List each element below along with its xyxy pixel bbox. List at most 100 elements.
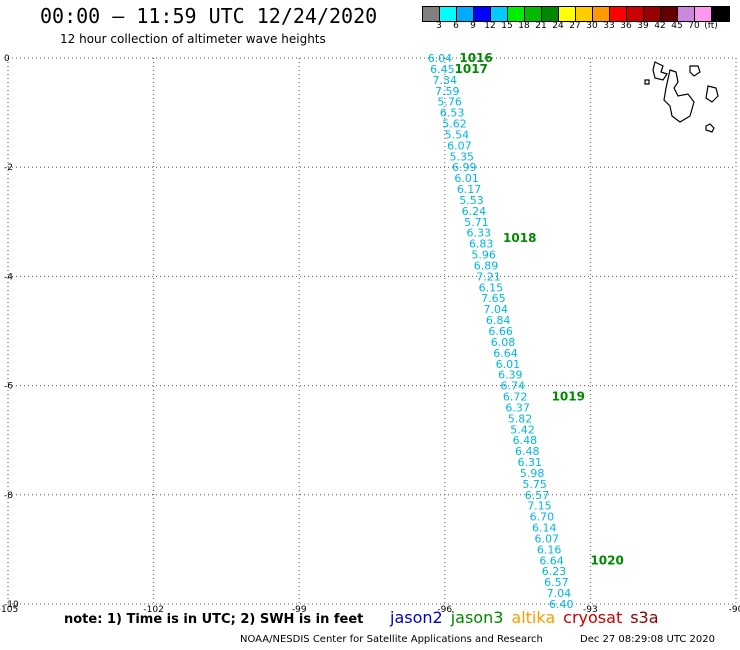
wave-height-value: 6.37	[505, 401, 530, 414]
wave-height-value: 6.57	[544, 576, 569, 589]
colorbar-cell	[559, 7, 576, 21]
colorbar-cell	[457, 7, 474, 21]
colorbar-cell	[678, 7, 695, 21]
lon-tick-label: -102	[143, 605, 163, 615]
wave-height-value: 7.15	[527, 500, 552, 513]
wave-height-value: 5.76	[437, 96, 462, 109]
wave-height-value: 6.15	[479, 281, 504, 294]
wave-height-value: 6.64	[539, 554, 564, 567]
wave-height-value: 6.57	[525, 489, 550, 502]
axis-ticks: -105 -102 -99 -96 -93 -90 0 -2 -4 -6 -8 -10	[0, 54, 740, 615]
wave-height-value: 7.34	[433, 74, 458, 87]
wave-height-value: 6.24	[462, 205, 487, 218]
satellite-legend-item: cryosat	[563, 608, 623, 627]
wave-height-value: 6.89	[474, 259, 499, 272]
colorbar-cell	[695, 7, 712, 21]
wave-height-value: 7.04	[484, 303, 509, 316]
wave-height-value: 6.16	[537, 543, 562, 556]
wave-height-value: 5.53	[459, 194, 484, 207]
satellite-legend: jason2 jason3 altika cryosat s3a	[390, 608, 667, 627]
wave-height-value: 5.96	[471, 249, 496, 262]
colorbar-cell	[661, 7, 678, 21]
wave-height-value: 5.82	[508, 412, 533, 425]
wave-height-value: 7.21	[476, 270, 501, 283]
colorbar-cell	[627, 7, 644, 21]
lon-tick-label: -96	[437, 605, 452, 615]
wave-height-value: 6.01	[454, 172, 479, 185]
colorbar-label: 18	[518, 21, 530, 31]
wave-height-value: 6.70	[530, 511, 555, 524]
colorbar-cell	[491, 7, 508, 21]
colorbar-cell	[610, 7, 627, 21]
wave-height-value: 6.45	[430, 63, 455, 76]
wave-height-value: 5.71	[464, 216, 489, 229]
lat-tick-label: -4	[4, 272, 13, 282]
time-label: 1016	[459, 51, 492, 65]
lon-tick-label: -90	[729, 605, 740, 615]
colorbar-cell	[474, 7, 491, 21]
satellite-legend-item: s3a	[630, 608, 659, 627]
wave-height-value: 6.01	[496, 358, 521, 371]
wave-height-value: 7.59	[435, 85, 460, 98]
wave-height-value: 7.04	[547, 587, 572, 600]
colorbar-label: 9	[470, 21, 476, 31]
wave-height-value: 5.75	[522, 478, 547, 491]
colorbar-cell	[508, 7, 525, 21]
lat-tick-label: -10	[4, 600, 19, 610]
colorbar-label: 30	[586, 21, 598, 31]
wave-height-value: 6.72	[503, 391, 528, 404]
wave-height-value: 6.48	[513, 434, 538, 447]
altimeter-track: 6.046.457.347.595.766.535.625.546.075.35…	[428, 52, 574, 611]
satellite-legend-item: jason3	[450, 608, 504, 627]
wave-height-value: 6.08	[491, 336, 516, 349]
colorbar-label: 12	[484, 21, 496, 31]
lon-tick-label: -99	[292, 605, 307, 615]
colorbar-label: 6	[453, 21, 459, 31]
wave-height-value: 6.74	[500, 380, 525, 393]
credit-text: NOAA/NESDIS Center for Satellite Applica…	[240, 634, 543, 645]
page-title: 00:00 – 11:59 UTC 12/24/2020	[40, 4, 378, 28]
wave-height-value: 6.17	[457, 183, 482, 196]
colorbar-cell	[644, 7, 661, 21]
colorbar-label: 27	[569, 21, 581, 31]
colorbar-cell	[440, 7, 457, 21]
wave-height-value: 6.33	[467, 227, 492, 240]
wave-height-value: 6.23	[542, 565, 567, 578]
colorbar-label: 70	[688, 21, 700, 31]
wave-height-value: 6.64	[493, 347, 518, 360]
wave-height-value: 6.48	[515, 445, 540, 458]
lat-tick-label: -2	[4, 163, 13, 173]
page-subtitle: 12 hour collection of altimeter wave hei…	[60, 32, 326, 46]
wave-height-value: 5.42	[510, 423, 535, 436]
colorbar-cell	[593, 7, 610, 21]
lat-tick-label: 0	[4, 54, 10, 64]
wave-height-value: 6.31	[517, 456, 542, 469]
colorbar-cell	[542, 7, 559, 21]
time-label: 1019	[552, 390, 585, 404]
wave-height-value: 6.83	[469, 238, 494, 251]
footer-note: note: 1) Time is in UTC; 2) SWH is in fe…	[64, 612, 364, 627]
satellite-legend-item: altika	[511, 608, 556, 627]
wave-height-value: 6.66	[488, 325, 513, 338]
colorbar-label: 39	[637, 21, 649, 31]
lon-tick-label: -105	[0, 605, 18, 615]
colorbar-label: 33	[603, 21, 615, 31]
timestamp-text: Dec 27 08:29:08 UTC 2020	[580, 634, 715, 645]
wave-height-value: 5.54	[445, 128, 470, 141]
colorbar-label: 45	[671, 21, 683, 31]
wave-height-value: 6.84	[486, 314, 511, 327]
lat-tick-label: -8	[4, 491, 13, 501]
wave-height-value: 6.99	[452, 161, 477, 174]
lat-tick-label: -6	[4, 382, 13, 392]
wave-height-value: 6.07	[447, 139, 472, 152]
colorbar-cell	[712, 7, 729, 21]
time-label: 1020	[590, 553, 623, 567]
galapagos-islands	[644, 61, 719, 133]
wave-height-value: 6.14	[532, 522, 557, 535]
wave-height-value: 6.53	[440, 107, 465, 120]
time-label: 1018	[503, 231, 536, 245]
colorbar-cell	[576, 7, 593, 21]
wave-height-value: 7.65	[481, 292, 506, 305]
wave-height-value: 6.07	[534, 532, 559, 545]
